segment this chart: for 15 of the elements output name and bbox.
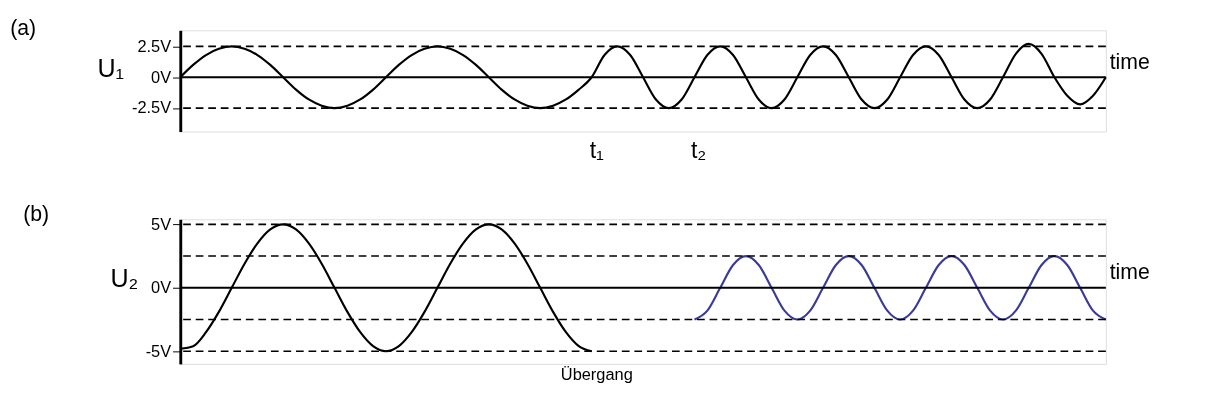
y-axis-title: U₂ [110, 264, 139, 293]
y-tick-label: 2.5V [137, 36, 172, 55]
y-axis-title: U₁ [97, 53, 125, 82]
y-tick-label: -5V [145, 341, 172, 360]
chart-title: (a) [10, 16, 37, 41]
text: time [1109, 260, 1150, 284]
text: time [1109, 49, 1150, 73]
text: Übergang [560, 365, 633, 384]
text: t₂ [690, 136, 707, 163]
y-tick-label: 5V [151, 214, 172, 233]
y-tick-label: 0V [151, 278, 172, 297]
chart-title: (b) [23, 201, 50, 226]
y-tick-label: 0V [151, 67, 172, 86]
y-tick-label: -2.5V [131, 98, 172, 117]
text: t₁ [589, 136, 605, 163]
